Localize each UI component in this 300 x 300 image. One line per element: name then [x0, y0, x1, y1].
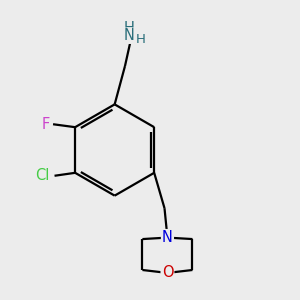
Text: N: N	[124, 28, 135, 43]
Text: H: H	[136, 33, 146, 46]
Text: N: N	[162, 230, 173, 245]
Text: Cl: Cl	[36, 168, 50, 183]
Text: F: F	[42, 117, 50, 132]
Text: H: H	[124, 21, 135, 36]
Text: O: O	[162, 266, 173, 280]
